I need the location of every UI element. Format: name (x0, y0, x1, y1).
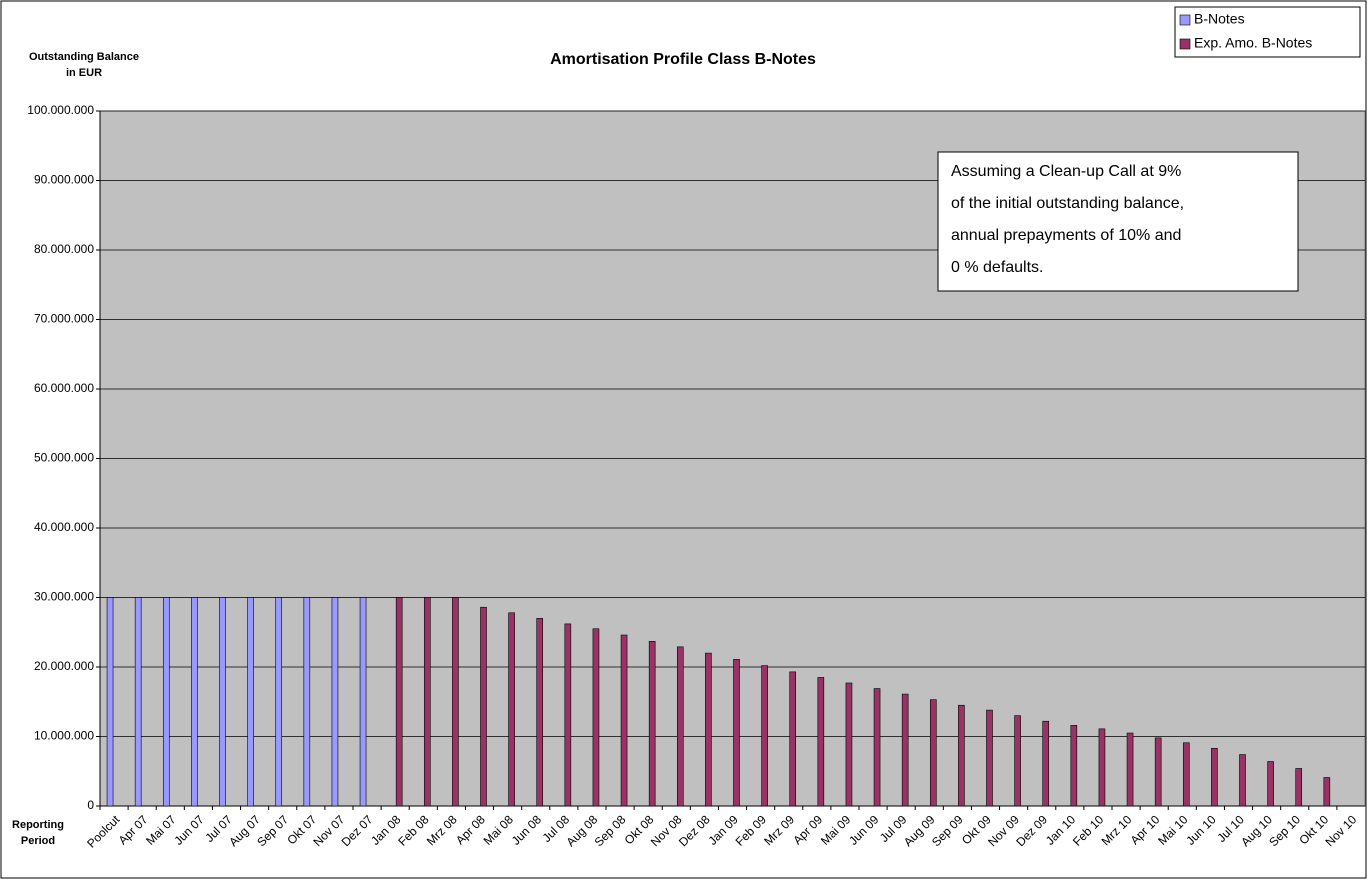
y-tick-label: 90.000.000 (34, 173, 94, 187)
bar (1070, 725, 1078, 807)
bar (873, 688, 881, 807)
bar (219, 597, 226, 807)
bar (508, 612, 515, 807)
bar (817, 677, 825, 807)
y-tick-label: 80.000.000 (34, 242, 94, 256)
bar (423, 597, 431, 807)
bar (1211, 748, 1218, 807)
bar (733, 659, 740, 807)
y-tick-label: 10.000.000 (34, 729, 94, 743)
y-axis-label: Outstanding Balance (29, 51, 139, 63)
bar (331, 597, 339, 807)
bar (134, 597, 142, 807)
bar (275, 597, 283, 807)
bar (359, 597, 367, 807)
chart-title: Amortisation Profile Class B-Notes (550, 51, 816, 68)
bar (705, 652, 712, 807)
y-tick-label: 40.000.000 (34, 520, 94, 534)
y-tick-label: 50.000.000 (34, 451, 94, 465)
bar (247, 597, 254, 807)
legend-swatch (1179, 14, 1191, 26)
bar (986, 709, 993, 807)
bar (1126, 732, 1134, 807)
bar (901, 693, 909, 807)
bar (1239, 754, 1246, 807)
y-tick-label: 70.000.000 (34, 312, 94, 326)
bar (929, 699, 937, 807)
bar (1323, 777, 1331, 807)
bar (958, 704, 965, 807)
bar (1295, 768, 1303, 807)
y-tick-label: 100.000.000 (27, 103, 94, 117)
y-tick-label: 60.000.000 (34, 381, 94, 395)
bar (303, 597, 311, 807)
bar (162, 597, 170, 807)
bar (676, 646, 684, 807)
y-tick-label: 0 (87, 798, 94, 812)
legend-label: Exp. Amo. B-Notes (1194, 35, 1312, 51)
bar (1154, 737, 1162, 807)
legend-label: B-Notes (1194, 11, 1245, 27)
bar (1267, 761, 1274, 807)
y-tick-label: 30.000.000 (34, 590, 94, 604)
annotation: 0 % defaults. (951, 259, 1044, 276)
bar (1042, 720, 1050, 807)
bar (106, 597, 114, 807)
bar (452, 597, 459, 807)
bar (1182, 742, 1190, 807)
bar (480, 606, 487, 807)
annotation: Assuming a Clean-up Call at 9% (951, 163, 1181, 180)
bar (761, 665, 768, 807)
legend-swatch (1179, 38, 1191, 50)
bar (1014, 715, 1021, 807)
bar (789, 671, 797, 807)
bar (395, 597, 403, 807)
y-axis-label: in EUR (66, 67, 102, 79)
bar (845, 682, 853, 807)
annotation: of the initial outstanding balance, (951, 195, 1184, 212)
bar (191, 597, 198, 807)
legend-box (1174, 6, 1361, 58)
annotation-box (937, 151, 1299, 292)
bar (592, 628, 600, 807)
bar (1098, 728, 1106, 807)
bar (536, 618, 544, 807)
y-tick-label: 20.000.000 (34, 659, 94, 673)
bar (564, 623, 572, 807)
bar (620, 634, 628, 807)
x-axis-label: Period (21, 835, 55, 847)
bar (648, 640, 656, 807)
x-axis-label: Reporting (12, 819, 64, 831)
annotation: annual prepayments of 10% and (951, 227, 1181, 244)
